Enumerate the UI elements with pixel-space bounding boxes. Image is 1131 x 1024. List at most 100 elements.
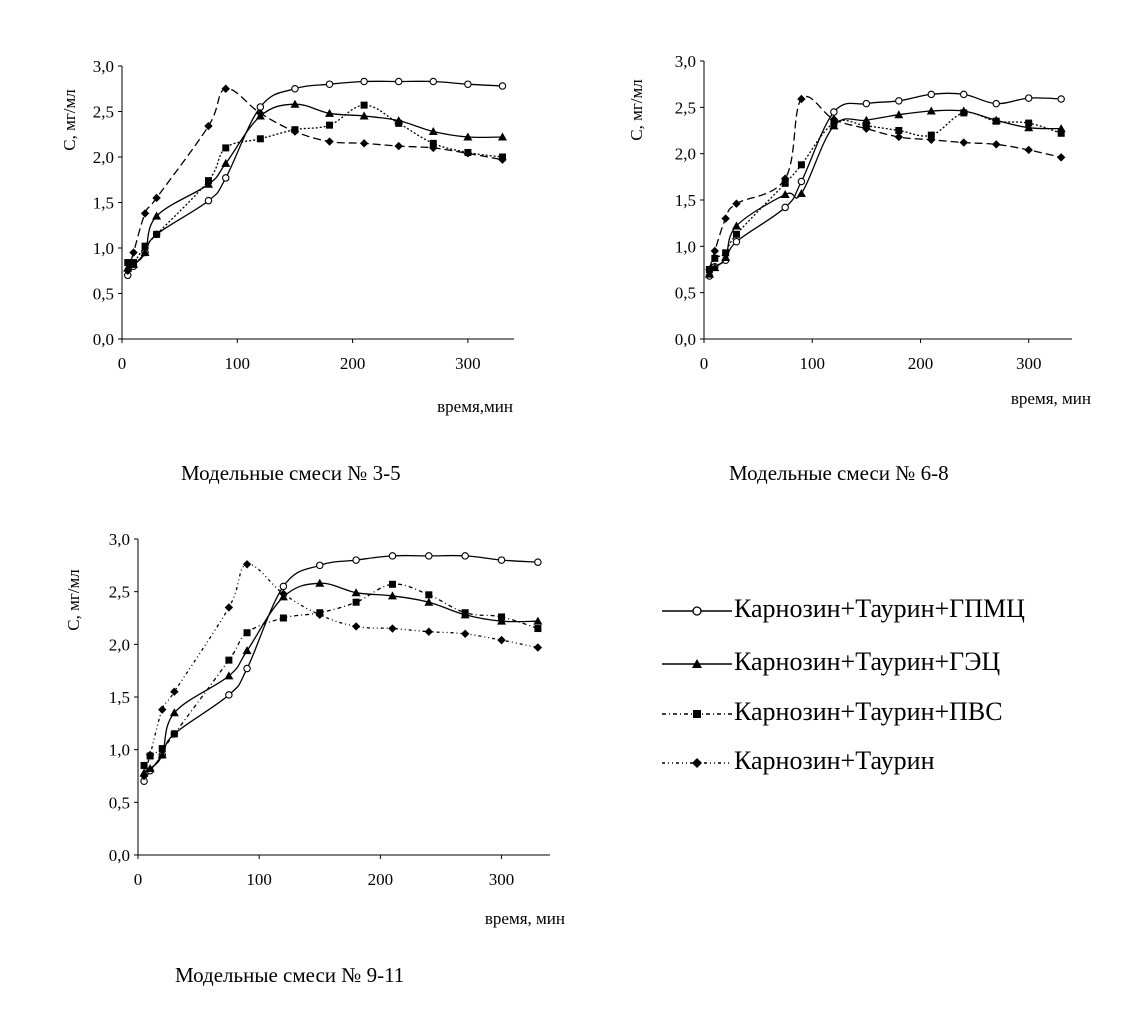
x-tick-label: 0 [118, 354, 127, 373]
data-point-carnosine-taurine [894, 132, 904, 142]
data-point-pvs [781, 179, 789, 187]
data-point-carnosine-taurine [497, 635, 506, 645]
series-line-gec [127, 103, 503, 269]
y-tick-label: 3,0 [93, 57, 114, 76]
y-tick-label: 1,0 [109, 741, 130, 760]
data-point-pvs [124, 259, 132, 267]
x-tick-label: 300 [489, 870, 515, 889]
chart-3-5: 0,0 0,5 1,0 1,5 2,0 2,5 3,0 0 100 200 300 С, мг/мл в… [60, 57, 514, 416]
data-point-pvs [960, 109, 968, 117]
y-axis-label: С, мг/мл [627, 79, 646, 141]
data-point-gec [861, 115, 871, 124]
data-point-carnosine-taurine [123, 266, 132, 275]
data-point-pvs [388, 580, 396, 588]
data-point-gpmc [797, 177, 806, 186]
x-axis-label: время, мин [1011, 389, 1091, 408]
legend-marker-1 [662, 606, 732, 616]
data-point-gpmc [352, 556, 360, 564]
data-point-pvs [797, 161, 805, 169]
data-point-carnosine-taurine [429, 143, 438, 153]
data-point-pvs [732, 230, 740, 238]
data-point-pvs [204, 177, 212, 185]
data-point-pvs [1057, 129, 1065, 137]
y-tick-label: 1,5 [675, 191, 696, 210]
series-line-carnosine-taurine [127, 88, 503, 271]
series-line-pvs [127, 104, 503, 265]
x-tick-label: 300 [1016, 354, 1041, 373]
x-tick-label: 0 [700, 354, 709, 373]
x-axis-label: время,мин [437, 397, 513, 416]
data-point-carnosine-taurine [992, 140, 1001, 149]
data-point-gpmc [992, 99, 1000, 108]
data-point-pvs [243, 629, 251, 637]
data-point-pvs [279, 614, 287, 622]
data-point-carnosine-taurine [424, 627, 434, 636]
data-point-gpmc [204, 196, 213, 205]
data-point-gpmc [464, 80, 472, 88]
data-point-carnosine-taurine [145, 750, 155, 760]
data-point-gpmc [291, 85, 299, 93]
data-point-gpmc [394, 77, 403, 86]
data-point-gec [497, 132, 507, 141]
data-point-pvs [360, 101, 368, 109]
data-point-gpmc [243, 664, 251, 673]
data-point-pvs [425, 591, 433, 599]
data-point-carnosine-taurine [498, 155, 507, 164]
data-point-carnosine-taurine [388, 624, 397, 633]
y-axis-label: С, мг/мл [64, 569, 83, 631]
series-line-pvs [143, 583, 539, 766]
data-point-pvs [170, 730, 178, 738]
data-point-carnosine-taurine [170, 687, 179, 696]
data-point-pvs [429, 139, 437, 147]
data-point-carnosine-taurine [394, 141, 403, 151]
data-point-gec [780, 189, 790, 198]
x-axis-label: время, мин [485, 909, 565, 928]
data-point-gpmc [222, 174, 230, 182]
y-tick-label: 2,5 [675, 98, 696, 117]
data-point-gpmc [497, 556, 506, 564]
y-axis-label: С, мг/мл [60, 89, 79, 151]
data-point-gec [796, 189, 806, 198]
chart-6-8: 0,0 0,5 1,0 1,5 2,0 2,5 3,0 0 100 200 300 С, мг/мл в… [627, 52, 1091, 408]
y-tick-label: 0,0 [109, 846, 130, 865]
data-point-gpmc [781, 203, 789, 212]
data-point-carnosine-taurine [797, 94, 806, 104]
caption-2: Модельные смеси № 6-8 [729, 461, 949, 485]
data-point-pvs [326, 121, 334, 129]
data-point-carnosine-taurine [158, 705, 167, 714]
series-line-gec [708, 109, 1062, 275]
data-point-carnosine-taurine [139, 771, 149, 781]
data-point-pvs [534, 625, 542, 633]
data-point-carnosine-taurine [959, 138, 968, 147]
data-point-gpmc [1024, 94, 1033, 102]
series-line-carnosine-taurine [143, 563, 539, 777]
chart-panel-3: 0,0 0,5 1,0 1,5 2,0 2,5 3,0 0 100 200 300 С, мг/мл в… [0, 520, 600, 940]
legend-label-4: Карнозин+Таурин [734, 746, 935, 775]
y-tick-label: 2,5 [93, 103, 114, 122]
y-tick-label: 3,0 [109, 530, 130, 549]
data-point-gpmc [279, 582, 288, 591]
legend-item-4: Карнозин+Таурин [660, 742, 1100, 782]
data-point-pvs [140, 761, 148, 769]
x-tick-label: 100 [225, 354, 251, 373]
data-point-gpmc [225, 691, 233, 699]
data-point-pvs [222, 144, 230, 152]
data-point-gec [315, 578, 325, 587]
data-point-carnosine-taurine [140, 209, 150, 218]
data-point-gec [221, 158, 231, 167]
data-point-gec [424, 597, 434, 606]
data-point-gec [140, 248, 150, 257]
series-line-gpmc [127, 80, 503, 276]
data-point-gec [1024, 123, 1034, 132]
x-tick-label: 200 [368, 870, 394, 889]
data-point-carnosine-taurine [221, 84, 230, 93]
data-point-carnosine-taurine [204, 121, 213, 131]
data-point-pvs [498, 613, 506, 621]
y-tick-label: 1,0 [93, 239, 114, 258]
data-point-gpmc [425, 552, 433, 560]
data-point-pvs [461, 609, 469, 617]
data-point-carnosine-taurine [463, 149, 473, 158]
y-tick-label: 0,5 [675, 284, 696, 303]
data-point-gec [325, 108, 335, 117]
data-point-gec [926, 106, 936, 115]
